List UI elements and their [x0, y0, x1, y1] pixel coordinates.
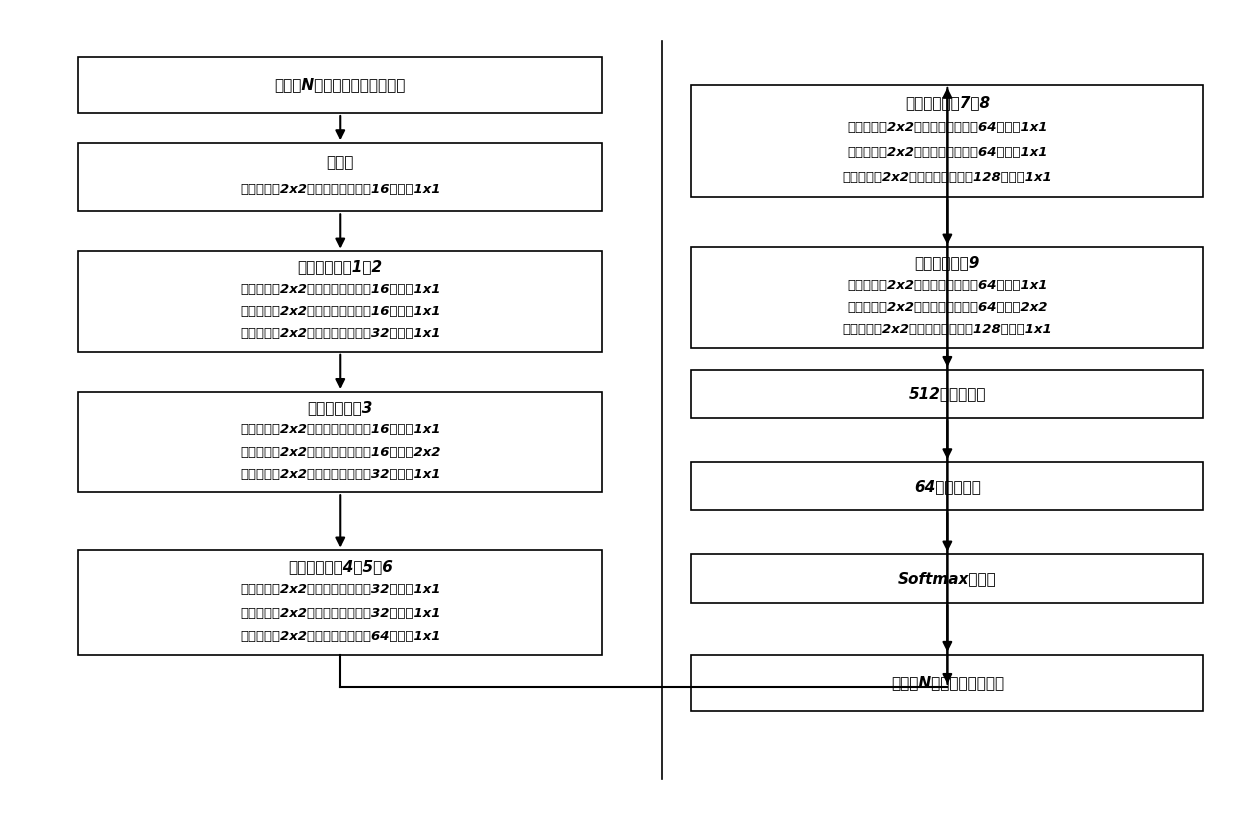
Bar	[78, 392, 603, 492]
Text: 残差学习模块1和2: 残差学习模块1和2	[298, 259, 383, 274]
Text: 残差学习模块3: 残差学习模块3	[308, 400, 373, 415]
Text: 卷积核尺寸2x2，输出特征图个数64，步长1x1: 卷积核尺寸2x2，输出特征图个数64，步长1x1	[241, 630, 440, 643]
Bar	[692, 554, 1203, 603]
Text: 卷积核尺寸2x2，输出特征图个数16，步长1x1: 卷积核尺寸2x2，输出特征图个数16，步长1x1	[241, 423, 440, 436]
Bar	[692, 370, 1203, 418]
Bar	[692, 247, 1203, 348]
Text: Softmax分类层: Softmax分类层	[898, 571, 997, 586]
Text: 卷积核尺寸2x2，输出特征图个数16，步长2x2: 卷积核尺寸2x2，输出特征图个数16，步长2x2	[241, 446, 440, 459]
Text: 卷积核尺寸2x2，输出特征图个数128，步长1x1: 卷积核尺寸2x2，输出特征图个数128，步长1x1	[842, 171, 1053, 184]
Text: 卷积核尺寸2x2，输出特征图个数32，步长1x1: 卷积核尺寸2x2，输出特征图个数32，步长1x1	[241, 607, 440, 619]
Bar	[692, 655, 1203, 711]
Text: 卷积核尺寸2x2，输出特征图个数64，步长1x1: 卷积核尺寸2x2，输出特征图个数64，步长1x1	[847, 279, 1048, 292]
Text: 卷积层: 卷积层	[326, 155, 353, 170]
Text: 64维全连接层: 64维全连接层	[914, 479, 981, 494]
Text: 卷积核尺寸2x2，输出特征图个数128，步长1x1: 卷积核尺寸2x2，输出特征图个数128，步长1x1	[842, 324, 1053, 336]
Text: 输出：N张初步检测概率图: 输出：N张初步检测概率图	[890, 675, 1004, 691]
Bar	[692, 462, 1203, 510]
Text: 卷积核尺寸2x2，输出特征图个数64，步长1x1: 卷积核尺寸2x2，输出特征图个数64，步长1x1	[847, 121, 1048, 134]
Bar	[78, 143, 603, 212]
Bar	[78, 252, 603, 352]
Text: 卷积核尺寸2x2，输出特征图个数64，步长1x1: 卷积核尺寸2x2，输出特征图个数64，步长1x1	[847, 145, 1048, 159]
Text: 卷积核尺寸2x2，输出特征图个数32，步长1x1: 卷积核尺寸2x2，输出特征图个数32，步长1x1	[241, 328, 440, 340]
Text: 残差学习模块7和8: 残差学习模块7和8	[905, 95, 990, 110]
Text: 卷积核尺寸2x2，输出特征图个数16，步长1x1: 卷积核尺寸2x2，输出特征图个数16，步长1x1	[241, 305, 440, 319]
Text: 输入：N张相邻复距离多普勒谱: 输入：N张相邻复距离多普勒谱	[274, 78, 405, 93]
Text: 残差学习模块4、5和6: 残差学习模块4、5和6	[288, 559, 393, 574]
Text: 卷积核尺寸2x2，输出特征图个数16，步长1x1: 卷积核尺寸2x2，输出特征图个数16，步长1x1	[241, 283, 440, 296]
Text: 卷积核尺寸2x2，输出特征图个数32，步长1x1: 卷积核尺寸2x2，输出特征图个数32，步长1x1	[241, 468, 440, 481]
Text: 卷积核尺寸2x2，输出特征图个数64，步长2x2: 卷积核尺寸2x2，输出特征图个数64，步长2x2	[847, 301, 1048, 314]
Text: 512维全连接层: 512维全连接层	[909, 386, 986, 401]
Bar	[692, 85, 1203, 197]
Text: 残差学习模块9: 残差学习模块9	[915, 256, 980, 271]
Bar	[78, 57, 603, 113]
Text: 卷积核尺寸2x2，输出特征图个数32，步长1x1: 卷积核尺寸2x2，输出特征图个数32，步长1x1	[241, 584, 440, 596]
Bar	[78, 550, 603, 655]
Text: 卷积核尺寸2x2，输出特征图个数16，步长1x1: 卷积核尺寸2x2，输出特征图个数16，步长1x1	[241, 183, 440, 196]
